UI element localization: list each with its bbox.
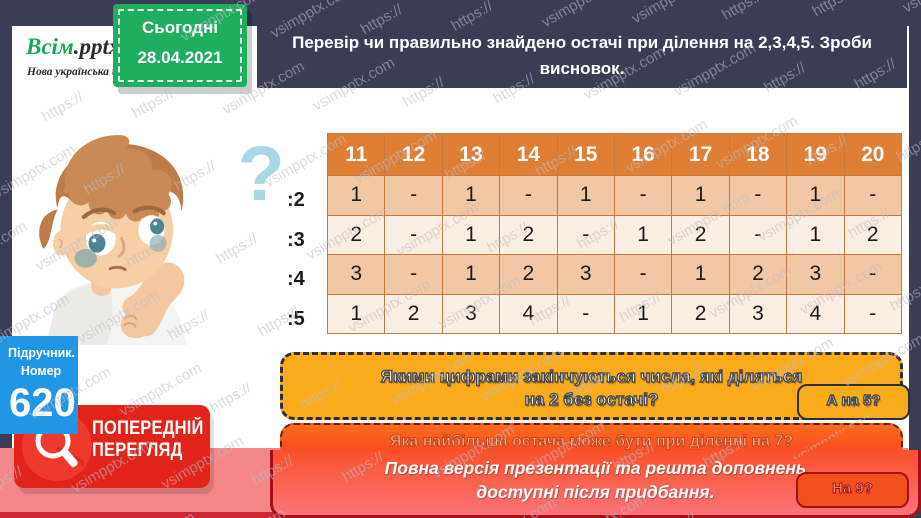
svg-text:?: ? xyxy=(238,133,283,217)
